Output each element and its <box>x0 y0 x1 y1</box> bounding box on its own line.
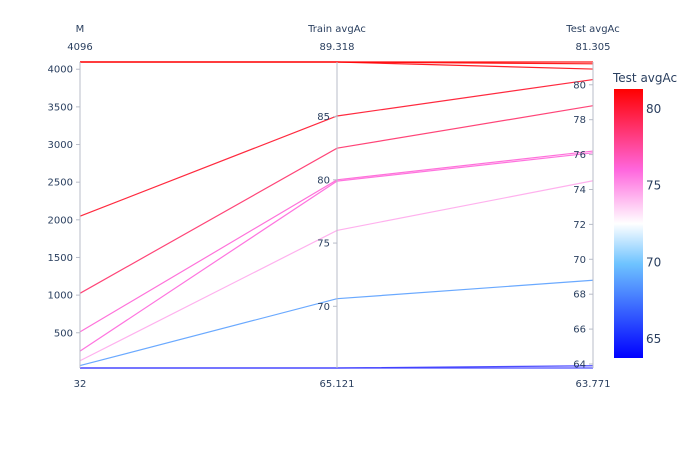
tick-label: 4000 <box>48 65 73 76</box>
tick-label: 70 <box>317 302 330 313</box>
axis-title: M <box>76 24 85 35</box>
tick-label: 500 <box>54 328 73 339</box>
tick-label: 2000 <box>48 215 73 226</box>
colorbar-tick-label: 80 <box>646 102 661 116</box>
tick-label: 1000 <box>48 291 73 302</box>
axis-range-max: 81.305 <box>576 42 611 53</box>
colorbar-gradient <box>614 89 643 358</box>
colorbar-tick-label: 65 <box>646 332 661 346</box>
tick-label: 72 <box>573 220 586 231</box>
axis-range-max: 4096 <box>67 42 92 53</box>
tick-label: 70 <box>573 255 586 266</box>
axis-range-min: 65.121 <box>320 379 355 390</box>
axis-range-min: 32 <box>74 379 87 390</box>
tick-label: 75 <box>317 239 330 250</box>
axis-title: Test avgAc <box>565 24 619 35</box>
tick-label: 64 <box>573 360 586 371</box>
axis-range-max: 89.318 <box>320 42 355 53</box>
colorbar-tick-label: 70 <box>646 255 661 269</box>
axis-1: Train avgAc 89.318 65.121 70 75 80 85 <box>307 24 366 390</box>
axis-range-min: 63.771 <box>576 379 611 390</box>
tick-label: 3500 <box>48 102 73 113</box>
colorbar-tick-label: 75 <box>646 179 661 193</box>
tick-label: 68 <box>573 290 586 301</box>
tick-label: 74 <box>573 185 586 196</box>
axis-0: M 4096 32 500 1000 1500 2000 2500 3000 3500 4000 <box>48 24 93 390</box>
tick-label: 3000 <box>48 140 73 151</box>
colorbar-title: Test avgAc <box>612 71 677 85</box>
tick-label: 80 <box>317 175 330 186</box>
tick-label: 85 <box>317 112 330 123</box>
tick-label: 1500 <box>48 253 73 264</box>
axis-2: Test avgAc 81.305 63.771 64 66 68 70 72 74 76 78 80 <box>565 24 619 390</box>
tick-label: 78 <box>573 115 586 126</box>
tick-label: 80 <box>573 80 586 91</box>
axis-title: Train avgAc <box>307 24 366 35</box>
tick-label: 2500 <box>48 178 73 189</box>
colorbar: Test avgAc 65 70 75 80 <box>612 71 677 358</box>
axes-layer: M 4096 32 500 1000 1500 2000 2500 3000 3500 4000 Tr… <box>48 24 620 390</box>
tick-label: 76 <box>573 150 586 161</box>
tick-label: 66 <box>573 325 586 336</box>
